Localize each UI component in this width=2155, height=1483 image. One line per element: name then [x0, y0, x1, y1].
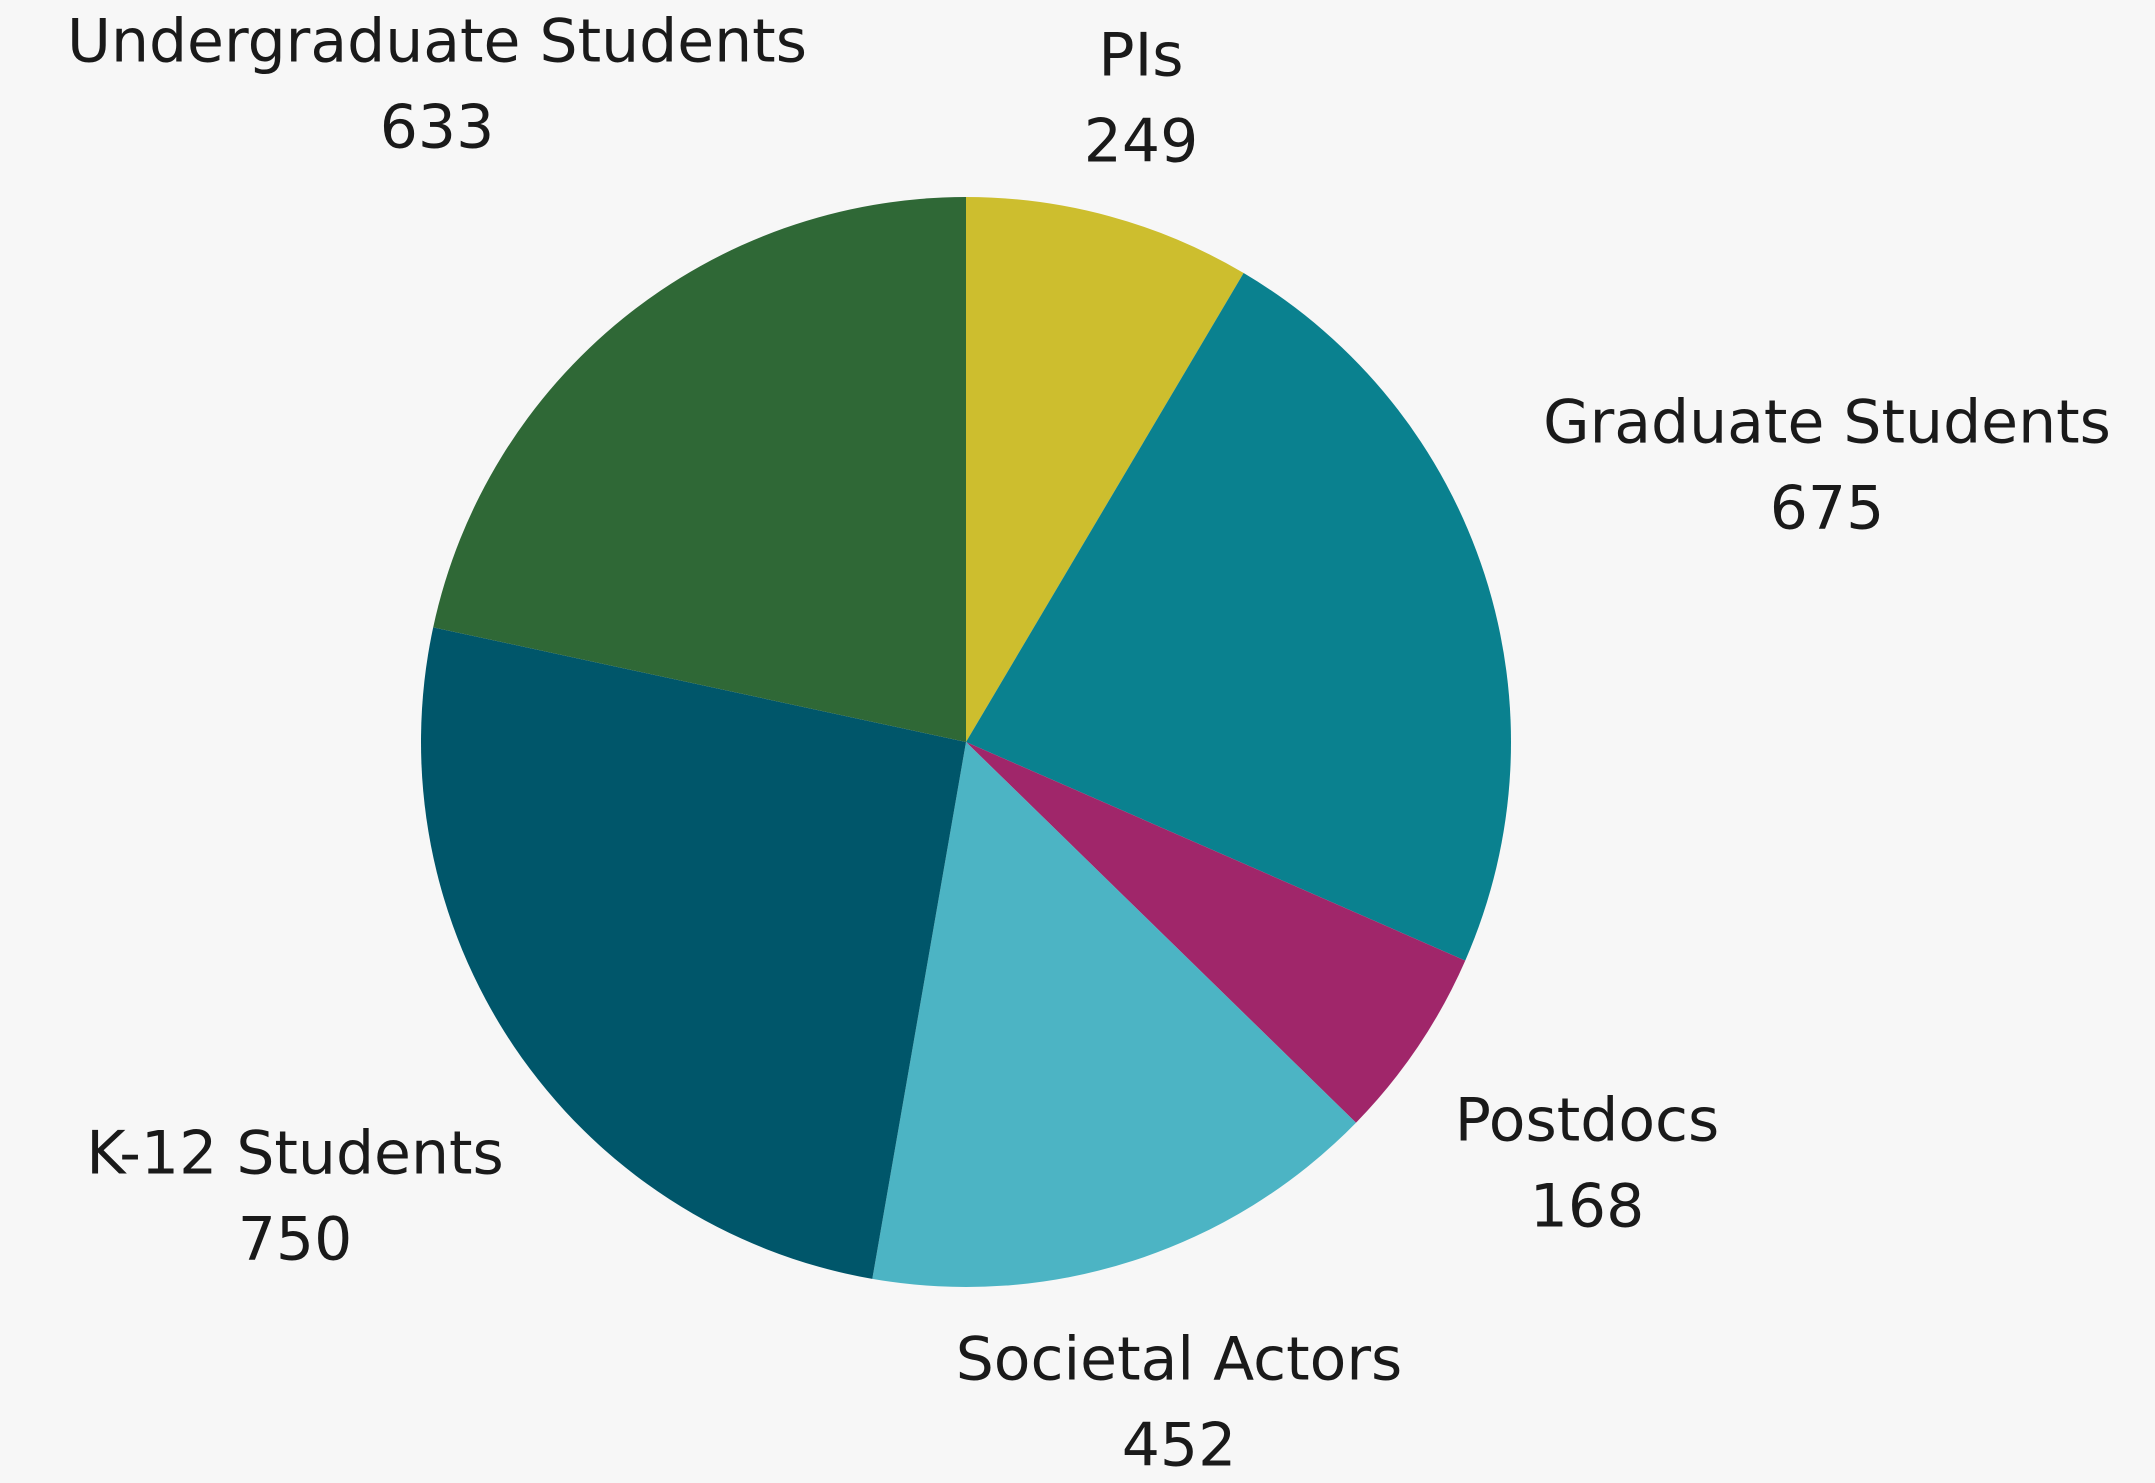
slice-label: Graduate Students: [1543, 388, 2111, 458]
pie-slice: [966, 273, 1512, 961]
slice-value: 249: [1084, 107, 1199, 177]
pie-slice: [872, 742, 1356, 1287]
pie-slice: [966, 197, 1244, 742]
slice-value: 168: [1530, 1172, 1645, 1242]
pie-slice: [966, 742, 1466, 1123]
pie-slice: [421, 627, 966, 1279]
slice-value: 452: [1122, 1411, 1237, 1481]
slice-label: Societal Actors: [956, 1325, 1403, 1395]
slice-label: K-12 Students: [86, 1119, 504, 1189]
slice-value: 750: [238, 1205, 353, 1275]
slice-label: Postdocs: [1455, 1086, 1720, 1156]
slice-value: 633: [380, 93, 495, 163]
slice-value: 675: [1770, 474, 1885, 544]
pie-slice: [433, 197, 966, 742]
slice-label: Undergraduate Students: [67, 7, 807, 77]
slice-label: PIs: [1098, 21, 1183, 91]
